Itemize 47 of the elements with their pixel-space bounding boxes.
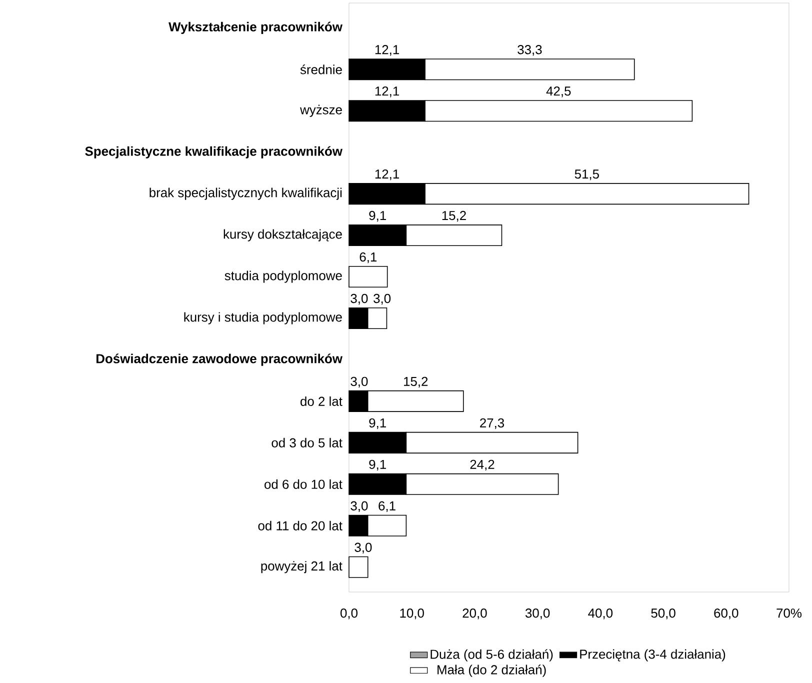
y-tick-label: kursy dokształcające — [224, 229, 342, 242]
data-label: 15,2 — [442, 210, 466, 222]
y-tick-label: studia podyplomowe — [224, 270, 342, 283]
data-label: 33,3 — [518, 45, 542, 56]
x-tick-label: 30,0 — [525, 608, 550, 620]
data-label: 6,1 — [360, 252, 377, 264]
x-tick-label: 20,0 — [462, 608, 487, 620]
x-tick-label: 70% — [776, 608, 802, 618]
y-tick-label: wyższe — [300, 104, 342, 117]
y-tick-label: kursy i studia podyplomowe — [184, 312, 342, 324]
x-tick-label: 10,0 — [400, 608, 424, 620]
y-tick-label: powyżej 21 lat — [261, 561, 342, 574]
y-tick-label: Doświadczenie zawodowe pracowników — [96, 354, 343, 366]
data-label: 9,1 — [369, 460, 386, 471]
legend-label: Duża (od 5-6 działań) — [430, 649, 553, 662]
x-tick-label: 50,0 — [651, 608, 676, 620]
data-label: 42,5 — [546, 86, 571, 98]
data-label: 12,1 — [375, 86, 400, 98]
y-tick-label: średnie — [300, 64, 342, 74]
legend-label: Mała (do 2 działań) — [438, 664, 546, 677]
data-label: 27,3 — [480, 418, 504, 430]
x-tick-label: 0,0 — [340, 608, 358, 620]
y-tick-label: Wykształcenie pracowników — [168, 22, 342, 34]
bar — [348, 556, 368, 578]
data-label: 12,1 — [375, 45, 400, 56]
data-label: 3,0 — [350, 501, 368, 512]
y-tick-label: od 11 do 20 lat — [258, 520, 342, 530]
data-label: 3,0 — [350, 376, 368, 388]
data-label: 24,2 — [470, 460, 494, 471]
y-tick-label: brak specjalistycznych kwalifikacji — [150, 188, 342, 200]
legend-label: Przeciętna (3-4 działania) — [580, 649, 726, 662]
y-tick-label: od 6 do 10 lat — [264, 479, 342, 489]
x-tick-label: 40,0 — [588, 608, 613, 620]
data-label: 9,1 — [369, 418, 386, 430]
data-label: 3,0 — [350, 294, 368, 305]
data-label: 6,1 — [378, 501, 396, 512]
data-label: 3,0 — [354, 542, 372, 554]
data-label: 51,5 — [574, 170, 599, 180]
bar — [348, 266, 388, 288]
y-tick-label: od 3 do 5 lat — [272, 438, 342, 448]
x-tick-label: 60,0 — [714, 608, 738, 620]
data-label: 3,0 — [374, 294, 391, 305]
data-label: 15,2 — [404, 376, 428, 388]
y-tick-label: Specjalistyczne kwalifikacje pracowników — [85, 146, 342, 158]
data-label: 12,1 — [375, 169, 400, 180]
y-tick-label: do 2 lat — [300, 396, 342, 406]
data-label: 9,1 — [369, 210, 386, 222]
